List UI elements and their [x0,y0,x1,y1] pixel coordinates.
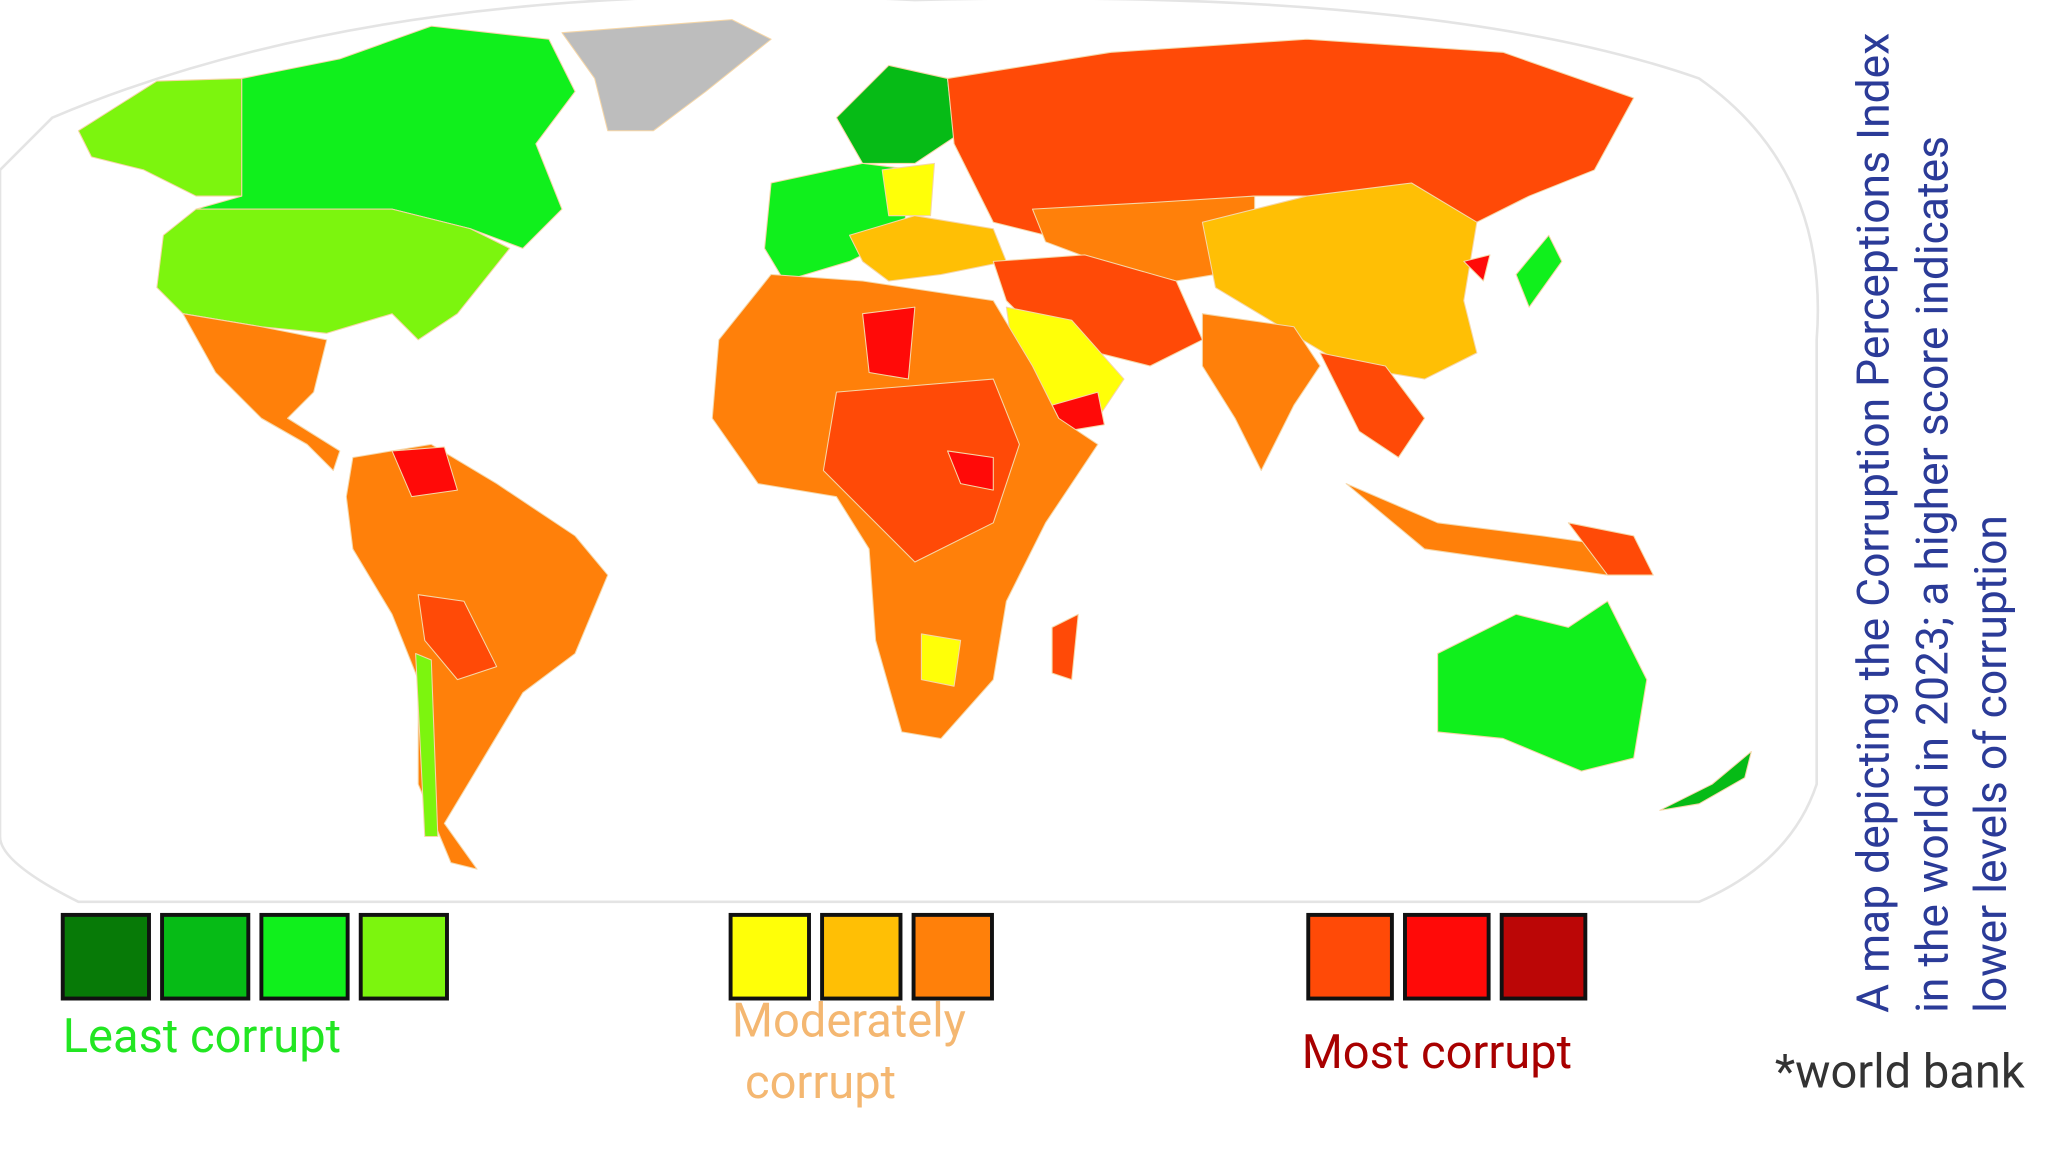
legend-swatch [820,912,903,1001]
legend: Least corrupt Moderately corrupt Most corru… [60,912,1588,1110]
legend-swatch [1306,912,1394,1001]
legend-swatch [160,912,251,1001]
caption-line: A map depicting the Corruption Perceptio… [1848,33,1900,1013]
legend-swatch [1403,912,1491,1001]
source-note: *world bank [1775,1044,2025,1099]
legend-label: Moderately [732,993,966,1048]
legend-swatch [911,912,994,1001]
world-map [0,0,1820,904]
caption: A map depicting the Corruption Perceptio… [1848,33,2018,1013]
legend-label: Least corrupt [63,1009,341,1064]
legend-swatch [728,912,811,1001]
legend-swatch [259,912,350,1001]
caption-line: in the world in 2023; a higher score ind… [1906,136,1958,1013]
legend-swatch [1499,912,1588,1001]
legend-label: corrupt [745,1055,896,1110]
legend-swatch [60,912,151,1001]
legend-swatch [358,912,449,1001]
legend-label: Most corrupt [1302,1025,1572,1080]
caption-line: lower levels of corruption [1965,515,2017,1013]
